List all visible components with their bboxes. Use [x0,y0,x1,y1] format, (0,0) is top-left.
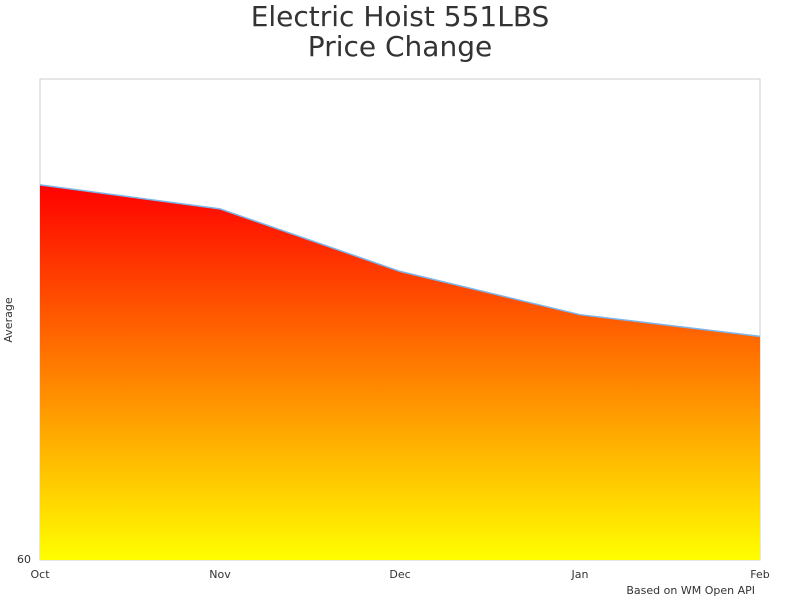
y-tick-label: 60 [17,553,31,566]
line [39,184,761,338]
x-tick-label: Jan [571,568,589,581]
chart-title: Electric Hoist 551LBS [251,0,550,33]
x-tick-label: Dec [389,568,410,581]
chart-title: Price Change [308,30,492,63]
area [40,184,760,560]
x-tick-label: Feb [750,568,769,581]
y-axis-label: Average [2,297,15,342]
x-tick-label: Nov [209,568,231,581]
credits: Based on WM Open API [626,584,755,597]
x-tick-label: Oct [30,568,50,581]
